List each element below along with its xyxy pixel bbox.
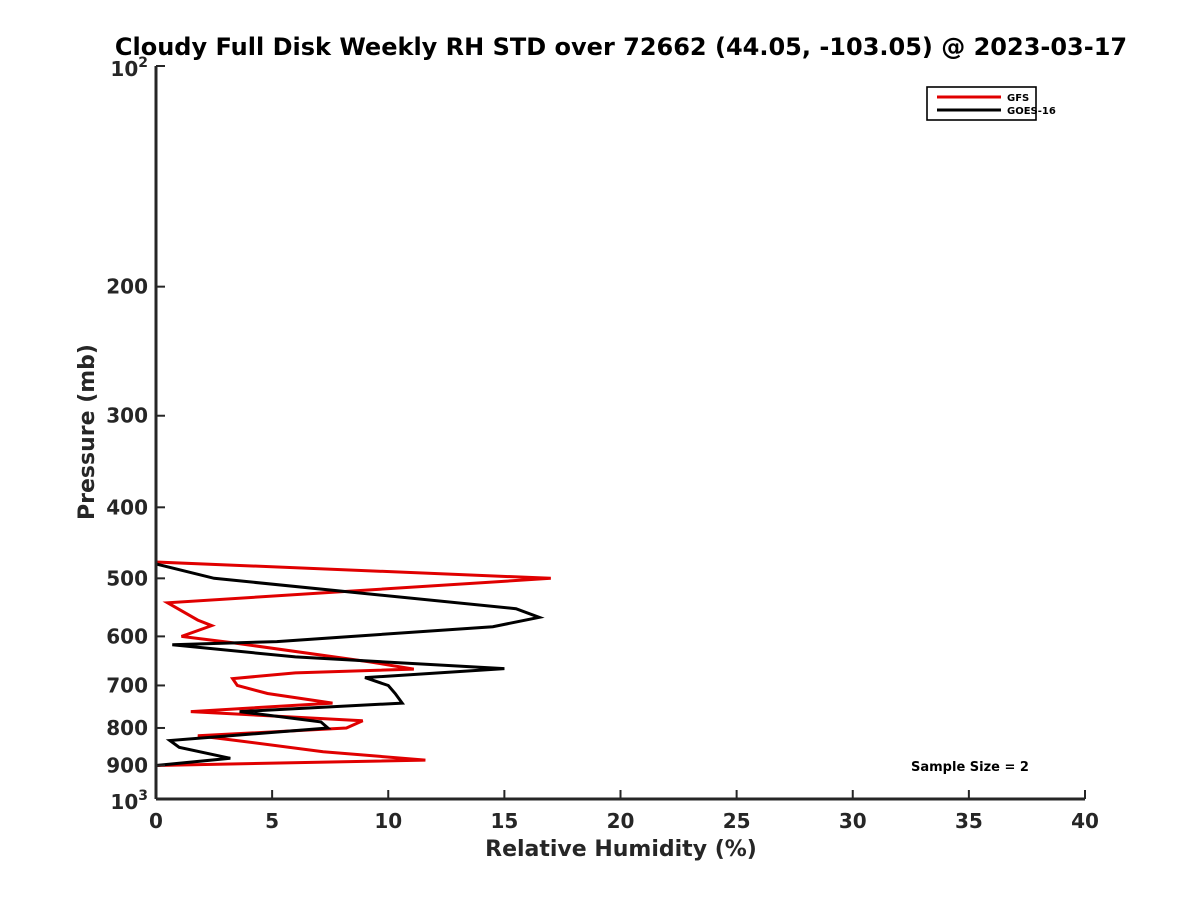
legend-box: [926, 86, 1037, 121]
axes-layer: 0 5 10 15 20 25 30 35 40 102 200 300 400 500 600 700 800…: [106, 55, 1099, 833]
series-layer: [154, 66, 551, 767]
x-axis-label: Relative Humidity (%): [485, 837, 757, 862]
sample-size-annotation: Sample Size = 2: [911, 760, 1029, 775]
legend-label-goes-16: GOES-16: [1007, 106, 1056, 117]
x-tick-label: 25: [723, 809, 751, 833]
y-tick-label: 600: [106, 624, 148, 648]
x-tick-label: 15: [490, 809, 518, 833]
x-tick-label: 5: [265, 809, 279, 833]
y-tick-label: 400: [106, 495, 148, 519]
x-tick-label: 30: [839, 809, 867, 833]
y-tick-label: 900: [106, 753, 148, 777]
x-tick-label: 35: [955, 809, 983, 833]
legend-label-gfs: GFS: [1007, 93, 1029, 104]
y-tick-label: 200: [106, 275, 148, 299]
y-tick-label: 700: [106, 673, 148, 697]
chart-title: Cloudy Full Disk Weekly RH STD over 7266…: [115, 33, 1127, 61]
x-tick-label: 20: [607, 809, 635, 833]
y-axis-label: Pressure (mb): [75, 344, 100, 520]
x-tick-label: 40: [1071, 809, 1099, 833]
series-line-goes-16: [154, 66, 545, 767]
plot-area: [156, 66, 1085, 799]
x-tick-label: 0: [149, 809, 163, 833]
legend: GFS GOES-16: [926, 86, 1056, 121]
y-tick-label: 300: [106, 404, 148, 428]
x-tick-label: 10: [374, 809, 402, 833]
y-tick-label: 102: [110, 55, 148, 81]
y-tick-label: 500: [106, 566, 148, 590]
y-tick-label: 800: [106, 716, 148, 740]
y-tick-label: 103: [110, 788, 148, 814]
